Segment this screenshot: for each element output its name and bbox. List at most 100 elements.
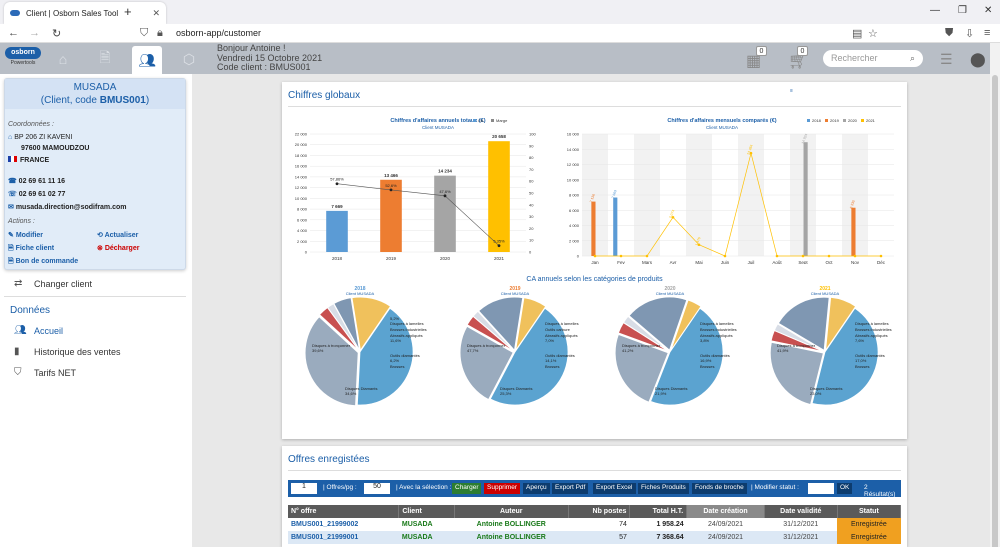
- apercu-button[interactable]: Aperçu: [523, 483, 550, 494]
- chart2-xtick: Jan: [591, 260, 599, 264]
- fax-text: 02 69 61 02 77: [18, 191, 66, 198]
- column-header[interactable]: Auteur: [454, 505, 569, 518]
- export-pdf-button[interactable]: Export Pdf: [552, 483, 589, 494]
- pocket-icon[interactable]: ⛊: [945, 27, 954, 39]
- osborn-logo[interactable]: osborn Powertools: [5, 47, 41, 69]
- modifier-button[interactable]: ✎ Modifier: [8, 232, 44, 239]
- chart2-xtick: Déc: [877, 260, 886, 264]
- forward-icon[interactable]: →: [29, 27, 40, 39]
- addr1: BP 206 ZI KAVENI: [14, 134, 73, 141]
- actualiser-button[interactable]: ⟲ Actualiser: [97, 232, 139, 239]
- chart1-bar: [380, 179, 402, 252]
- chart1-ytick: 14 000: [295, 174, 308, 179]
- annual-ca-chart: Chiffres d'affaires annuels totaux (€)Cl…: [295, 118, 537, 261]
- offres-table: N° offre Client Auteur Nb postes Total H.T. D…: [288, 505, 902, 544]
- quotes-icon[interactable]: ▦: [746, 53, 762, 70]
- chart1-xtick: 2021: [494, 256, 505, 261]
- fiches-produits-button[interactable]: Fiches Produits: [638, 483, 689, 494]
- chart-menu-icon[interactable]: ≡: [790, 88, 793, 94]
- email[interactable]: ✉ musada.direction@sodifram.com: [8, 203, 127, 211]
- reader-icon[interactable]: ▤: [852, 28, 863, 40]
- column-header[interactable]: Client: [398, 505, 455, 518]
- shield-icon[interactable]: ⛉: [140, 27, 149, 39]
- bon-commande-button[interactable]: 🗎︎ Bon de commande: [8, 258, 79, 265]
- search-icon[interactable]: ⌕: [909, 53, 915, 63]
- reload-icon[interactable]: ↻: [52, 28, 62, 40]
- url-text[interactable]: osborn-app/customer: [176, 28, 262, 38]
- pie-slice: [769, 341, 824, 405]
- chart1-y2tick: 80: [529, 155, 534, 160]
- column-header[interactable]: Nb postes: [568, 505, 631, 518]
- chart2-ytick: 16 000: [567, 132, 580, 137]
- pie-slice: [356, 307, 414, 406]
- box-icon[interactable]: ⬡: [182, 50, 196, 67]
- lock-icon: 🔒︎: [157, 27, 163, 39]
- menu-icon[interactable]: ≡: [984, 27, 991, 39]
- column-header[interactable]: Statut: [837, 505, 902, 518]
- date: Vendredi 15 Octobre 2021: [217, 52, 323, 63]
- location-pin-icon[interactable]: ⬤: [970, 51, 986, 67]
- pie-label-outils: Outils diamantés: [545, 353, 575, 358]
- search-input[interactable]: Rechercher ⌕: [823, 50, 923, 67]
- minimize-icon[interactable]: —: [930, 5, 940, 16]
- cart-icon[interactable]: 🛒︎: [788, 53, 809, 70]
- chart2-2021-point: [619, 254, 623, 258]
- chart1-ytick: 0: [305, 250, 308, 255]
- search-placeholder: Rechercher: [831, 53, 878, 63]
- pie-label-lamelles: Disques à lamelles: [855, 321, 889, 326]
- fiche-client-button[interactable]: 🗎︎ Fiche client: [8, 245, 55, 252]
- close-window-icon[interactable]: ✕: [984, 5, 993, 16]
- chart2-xtick: Mars: [642, 260, 653, 264]
- accueil-label: Accueil: [34, 325, 64, 336]
- modif-statut-label: | Modifier statut :: [751, 484, 799, 491]
- offre-number[interactable]: BMUS001_21999002: [291, 521, 359, 528]
- column-header[interactable]: Date validité: [764, 505, 838, 518]
- bookmark-star-icon[interactable]: ☆: [868, 28, 878, 40]
- scroll-thumb[interactable]: [992, 75, 998, 547]
- pie-slice: [489, 307, 569, 406]
- change-client-label: Changer client: [34, 278, 93, 289]
- customers-icon[interactable]: 👥︎: [132, 46, 162, 74]
- per-page-input[interactable]: 50: [364, 483, 390, 494]
- pie-subtitle: Client MUSADA: [346, 291, 375, 296]
- statut-input[interactable]: [808, 483, 834, 494]
- change-client-link[interactable]: ⇄ Changer client: [14, 278, 92, 289]
- close-tab-icon[interactable]: ✕: [152, 7, 160, 18]
- table-row[interactable]: BMUS001_21999001 MUSADA Antoine BOLLINGER 5…: [288, 531, 901, 544]
- document-icon[interactable]: 🗎︎: [99, 49, 111, 65]
- settings-sliders-icon[interactable]: ☰: [940, 51, 953, 67]
- pie-slice: [777, 296, 830, 351]
- sidebar-item-accueil[interactable]: 👥︎ Accueil: [14, 325, 63, 336]
- export-excel-button[interactable]: Export Excel: [593, 483, 636, 494]
- column-header[interactable]: N° offre: [288, 505, 400, 518]
- pies-title: CA annuels selon les catégories de produ…: [526, 276, 663, 283]
- supprimer-button[interactable]: Supprimer: [484, 483, 520, 494]
- scrollbar[interactable]: [990, 43, 1000, 547]
- browser-tab[interactable]: Client | Osborn Sales Tool ✕: [4, 2, 166, 24]
- charger-button[interactable]: Charger: [452, 483, 482, 494]
- page-input[interactable]: 1: [291, 483, 317, 494]
- pie-pct-tronconner: 41,2%: [622, 348, 634, 353]
- chart1-y2tick: 10: [529, 238, 534, 243]
- maximize-icon[interactable]: ❐: [958, 5, 967, 16]
- back-icon[interactable]: ←: [8, 27, 19, 39]
- chart2-legend-2018: 2018: [812, 118, 822, 123]
- table-row[interactable]: BMUS001_21999002 MUSADA Antoine BOLLINGER 7…: [288, 518, 901, 531]
- chart2-xtick: Nov: [851, 260, 860, 264]
- decharger-button[interactable]: ⊗ Décharger: [97, 245, 140, 252]
- fonds-broche-button[interactable]: Fonds de broche: [692, 483, 747, 494]
- new-tab-icon[interactable]: +: [124, 4, 132, 19]
- date-creation-cell: 24/09/2021: [707, 521, 744, 528]
- country: FRANCE: [8, 156, 49, 164]
- ok-button[interactable]: OK: [837, 483, 853, 494]
- sidebar-item-historique[interactable]: ▮ Historique des ventes: [14, 346, 121, 357]
- pie-slice: [811, 307, 879, 406]
- column-header[interactable]: Date création: [686, 505, 765, 518]
- modifier-label: Modifier: [15, 232, 44, 239]
- client-card-title: MUSADA (Client, code BMUS001): [5, 79, 185, 109]
- home-icon[interactable]: ⌂: [58, 51, 68, 67]
- sidebar-item-tarifs[interactable]: ⛉ Tarifs NET: [14, 367, 76, 378]
- offre-number[interactable]: BMUS001_21999001: [291, 534, 359, 541]
- column-header[interactable]: Total H.T.: [629, 505, 688, 518]
- extension-icon[interactable]: ⇩: [965, 28, 975, 40]
